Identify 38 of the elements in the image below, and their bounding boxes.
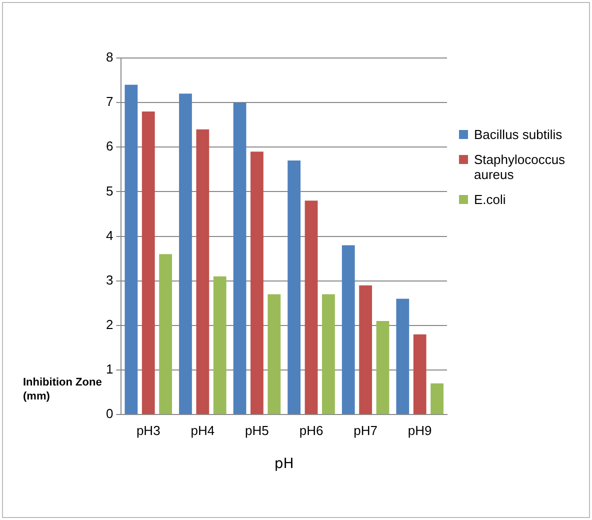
y-tick-label: 0 [106,406,114,422]
bar [142,111,155,414]
x-tick-label: pH7 [354,422,378,438]
y-tick-label: 1 [106,362,114,377]
bar [268,294,281,414]
y-axis-title: Inhibition Zone (mm) [23,376,102,403]
y-tick-label: 2 [106,317,114,332]
bar [213,276,226,414]
x-tick-label: pH5 [245,422,269,438]
x-tick-label: pH4 [190,422,215,438]
bar [376,320,390,414]
legend-label: Bacillus subtilis [474,127,562,142]
bar [322,294,335,414]
bar [288,160,301,414]
y-tick-label: 8 [106,50,114,65]
bar [359,285,372,414]
x-tick-label: pH6 [299,422,324,438]
bar [159,254,172,414]
y-tick-label: 7 [106,94,114,110]
y-tick-label: 5 [106,183,114,198]
bar [413,334,426,414]
x-axis-title: pH [274,456,294,472]
y-tick-label: 3 [106,272,114,288]
bar [179,94,192,414]
y-tick-label: 4 [106,228,114,243]
bar [430,383,444,414]
bar [233,102,246,414]
bar [124,84,138,414]
legend-label: Staphylococcus aureus [474,152,566,182]
legend-label: E.coli [474,192,506,207]
x-tick-label: pH3 [136,422,160,438]
x-tick-label: pH9 [408,422,432,438]
bar [250,152,264,414]
bar [342,245,355,414]
bar [396,298,410,414]
bar [304,200,318,414]
bar [196,129,210,414]
y-tick-label: 6 [106,138,114,154]
